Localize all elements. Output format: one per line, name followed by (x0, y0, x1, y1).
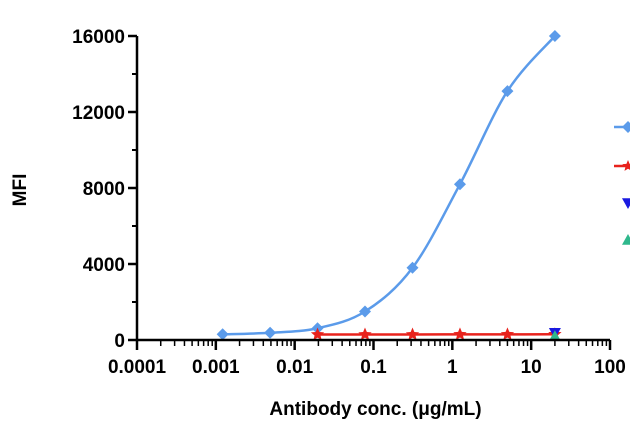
data-point (405, 327, 420, 341)
y-tick-label: 8000 (83, 179, 125, 200)
axes-layer: 0 4000 8000 12000 16000 0.0001 0.001 0.01 0.1 1 1… (72, 27, 626, 378)
x-tick-label: 1 (447, 357, 458, 378)
y-ticks: 0 4000 8000 12000 16000 (72, 27, 137, 352)
legend-marker-2 (622, 160, 630, 171)
data-point (358, 327, 372, 341)
x-tick-label: 10 (521, 357, 542, 378)
data-point (548, 330, 561, 341)
legend (614, 121, 630, 245)
data-point (501, 85, 514, 98)
series-line-1 (222, 35, 556, 336)
x-tick-label: 0.01 (276, 357, 313, 378)
y-tick-label: 12000 (72, 103, 125, 124)
data-point (500, 327, 515, 341)
x-axis-label: Antibody conc. (μg/mL) (269, 399, 481, 420)
data-point (216, 328, 229, 341)
x-tick-label: 100 (594, 357, 626, 378)
data-point (358, 305, 371, 318)
data-point (453, 327, 467, 341)
x-ticks: 0.0001 0.001 0.01 0.1 1 10 100 (108, 340, 626, 378)
data-point (264, 326, 277, 339)
legend-marker-4 (622, 234, 630, 245)
legend-marker-1 (622, 121, 630, 133)
y-tick-label: 4000 (83, 255, 125, 276)
x-tick-label: 0.0001 (108, 357, 167, 378)
data-point (310, 327, 325, 341)
data-point (406, 261, 419, 274)
x-tick-label: 0.001 (192, 357, 240, 378)
y-axis-label: MFI (10, 174, 31, 207)
markers-layer (216, 30, 562, 341)
y-tick-label: 16000 (72, 27, 125, 48)
data-point (453, 178, 466, 191)
curves-layer (222, 35, 556, 336)
y-tick-label: 0 (114, 331, 125, 352)
data-point (548, 30, 561, 42)
legend-marker-3 (622, 198, 630, 209)
x-tick-label: 0.1 (360, 357, 387, 378)
